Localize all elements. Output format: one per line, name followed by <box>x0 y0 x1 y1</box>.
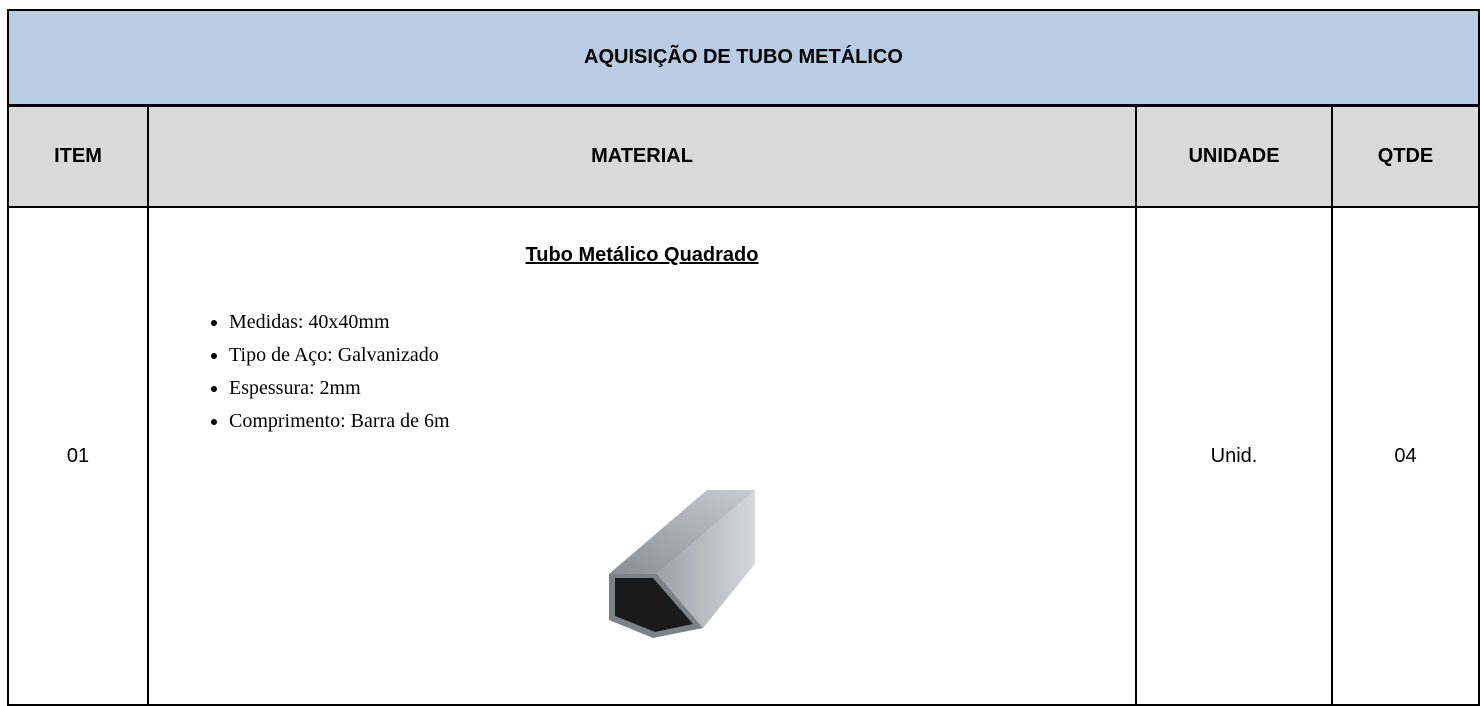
spec-item: Medidas: 40x40mm <box>229 306 450 339</box>
item-cell: 01 <box>7 206 149 706</box>
spec-item: Espessura: 2mm <box>229 372 450 405</box>
column-header: ITEM <box>7 105 149 208</box>
quantity-cell: 04 <box>1331 206 1480 706</box>
tube-image <box>609 490 755 638</box>
column-header: UNIDADE <box>1135 105 1333 208</box>
spec-item: Tipo de Aço: Galvanizado <box>229 339 450 372</box>
spec-list: Medidas: 40x40mm Tipo de Aço: Galvanizad… <box>201 306 450 438</box>
column-header: QTDE <box>1331 105 1480 208</box>
material-title: Tubo Metálico Quadrado <box>525 244 759 266</box>
material-cell: Tubo Metálico Quadrado Medidas: 40x40mm … <box>147 206 1137 706</box>
table-title: AQUISIÇÃO DE TUBO METÁLICO <box>7 9 1480 106</box>
spec-item: Comprimento: Barra de 6m <box>229 405 450 438</box>
unit-cell: Unid. <box>1135 206 1333 706</box>
column-header: MATERIAL <box>147 105 1137 208</box>
